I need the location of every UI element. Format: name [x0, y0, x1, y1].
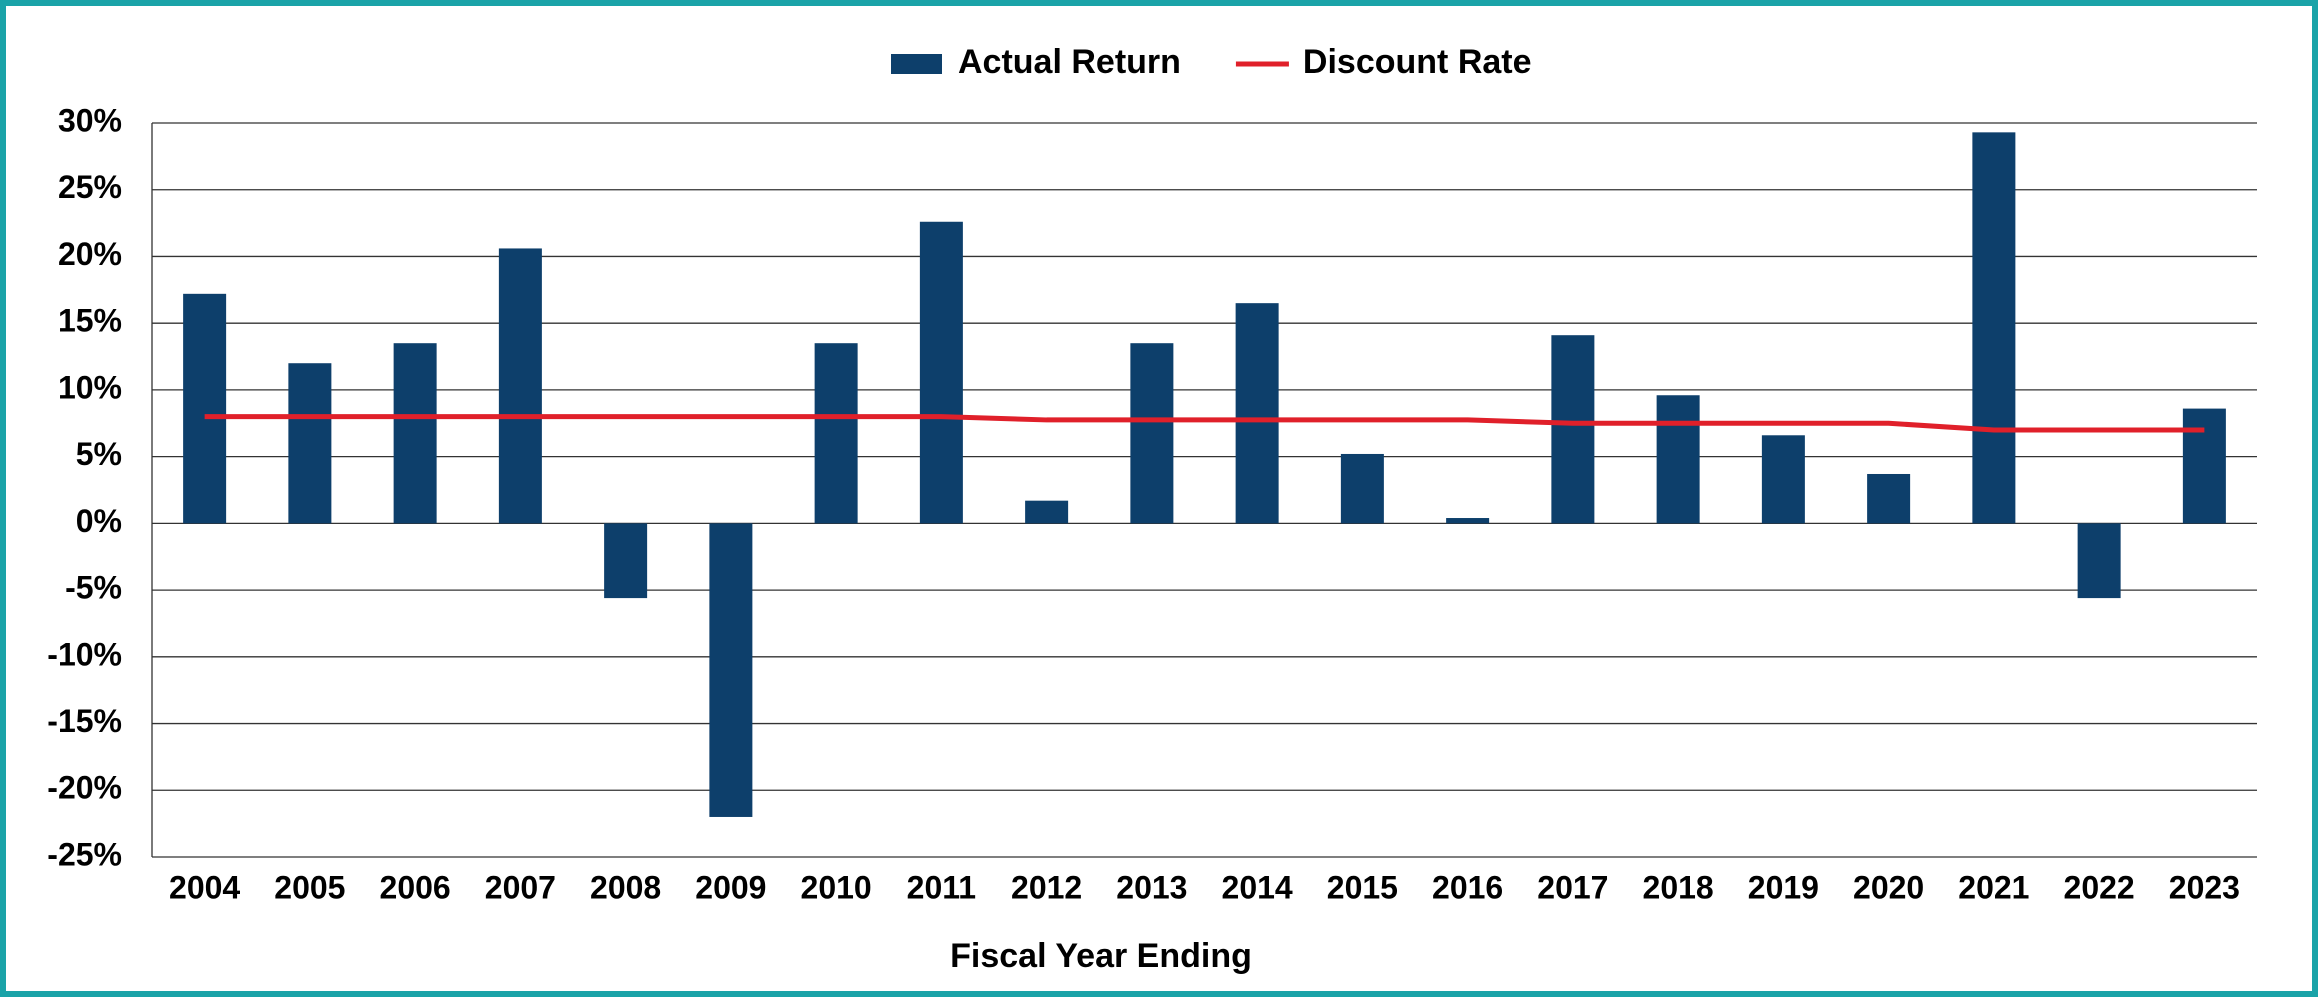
x-tick-label: 2017	[1537, 869, 1608, 905]
bar	[709, 523, 753, 817]
x-tick-label: 2012	[1011, 869, 1082, 905]
legend-label: Actual Return	[958, 43, 1181, 81]
x-tick-label: 2016	[1432, 869, 1503, 905]
bar	[1551, 335, 1595, 524]
x-tick-label: 2004	[169, 869, 240, 905]
bar	[604, 523, 648, 599]
bar	[1025, 500, 1069, 524]
x-tick-label: 2020	[1853, 869, 1924, 905]
x-tick-label: 2013	[1116, 869, 1187, 905]
bar	[1340, 453, 1384, 524]
y-tick-label: -20%	[47, 770, 122, 806]
x-tick-label: 2015	[1327, 869, 1398, 905]
x-tick-label: 2018	[1643, 869, 1714, 905]
bar	[1867, 473, 1911, 524]
x-tick-label: 2008	[590, 869, 661, 905]
bar	[498, 248, 542, 524]
x-tick-label: 2011	[907, 869, 976, 905]
bar	[1656, 395, 1700, 524]
x-tick-label: 2023	[2169, 869, 2240, 905]
x-tick-label: 2010	[801, 869, 872, 905]
y-tick-label: 20%	[58, 236, 122, 272]
bar	[1235, 303, 1279, 524]
y-tick-label: 0%	[76, 503, 122, 539]
bar	[288, 363, 332, 524]
x-tick-label: 2022	[2064, 869, 2135, 905]
bar	[1130, 343, 1174, 524]
x-tick-label: 2021	[1958, 869, 2029, 905]
y-tick-label: -10%	[47, 636, 122, 672]
y-tick-label: 5%	[76, 436, 122, 472]
x-axis-title: Fiscal Year Ending	[950, 937, 1252, 975]
x-tick-label: 2005	[274, 869, 345, 905]
bar	[814, 343, 858, 524]
x-tick-label: 2009	[695, 869, 766, 905]
bar	[919, 221, 963, 524]
bar	[393, 343, 437, 524]
y-tick-label: 10%	[58, 369, 122, 405]
bar	[1446, 518, 1490, 524]
bar	[2077, 523, 2121, 599]
y-tick-label: 15%	[58, 303, 122, 339]
bar	[2182, 408, 2226, 524]
bar	[1972, 132, 2016, 524]
line	[204, 414, 2205, 433]
bar	[1761, 435, 1805, 524]
legend-label: Discount Rate	[1303, 43, 1532, 81]
x-tick-label: 2007	[485, 869, 556, 905]
bar	[183, 293, 227, 524]
y-tick-label: -15%	[47, 703, 122, 739]
y-tick-label: -5%	[65, 570, 122, 606]
y-tick-label: -25%	[47, 836, 122, 872]
x-tick-label: 2006	[380, 869, 451, 905]
x-tick-label: 2014	[1222, 869, 1293, 905]
y-tick-label: 30%	[58, 102, 122, 138]
legend-swatch	[891, 54, 942, 74]
y-tick-label: 25%	[58, 169, 122, 205]
x-tick-label: 2019	[1748, 869, 1819, 905]
